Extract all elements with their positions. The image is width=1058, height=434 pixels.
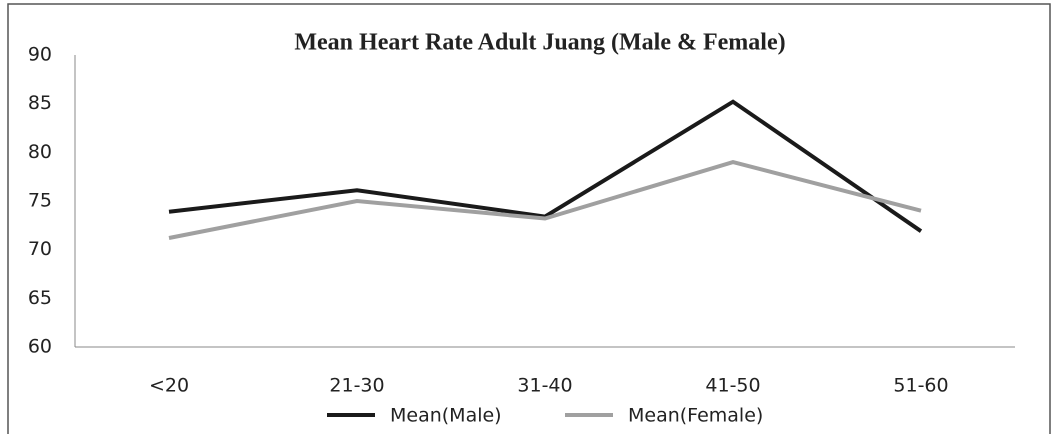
y-tick-label: 65 xyxy=(28,287,52,309)
y-tick-label: 85 xyxy=(28,92,52,114)
data-line xyxy=(168,99,923,233)
y-tick-label: 80 xyxy=(28,141,52,163)
chart-title: Mean Heart Rate Adult Juang (Male & Fema… xyxy=(294,30,785,56)
y-tick-label: 70 xyxy=(28,238,52,260)
y-tick-label: 90 xyxy=(28,44,52,66)
y-tick-label: 60 xyxy=(28,336,52,358)
x-tick-label: <20 xyxy=(149,375,189,397)
legend-label: Mean(Female) xyxy=(628,405,763,427)
x-tick-label: 51-60 xyxy=(893,375,948,397)
data-line xyxy=(168,159,922,240)
y-tick-label: 75 xyxy=(28,190,52,212)
legend-label: Mean(Male) xyxy=(390,405,502,427)
x-tick-label: 31-40 xyxy=(517,375,572,397)
x-tick-label: 21-30 xyxy=(329,375,384,397)
chart-frame xyxy=(7,3,1051,434)
x-tick-label: 41-50 xyxy=(705,375,760,397)
